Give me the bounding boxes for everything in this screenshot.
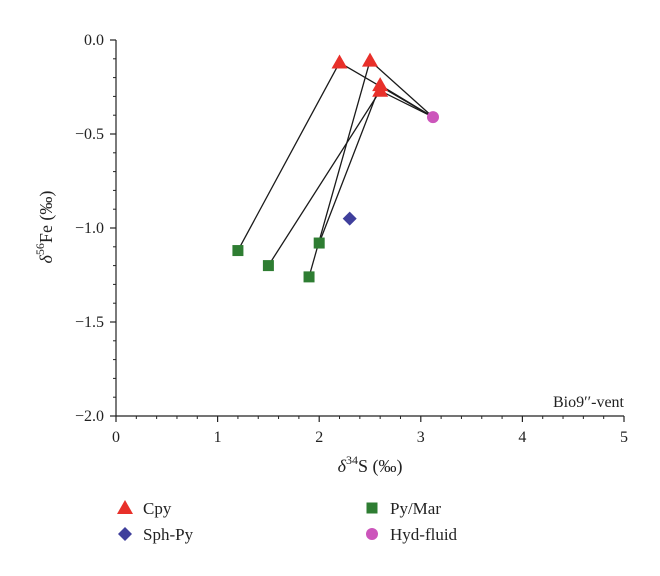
y-axis-title-delta: δ <box>36 254 56 263</box>
y-tick-label: −0.5 <box>75 126 104 143</box>
data-point-cpy <box>372 82 389 97</box>
legend-marker-cpy <box>117 500 133 514</box>
x-tick-label: 2 <box>315 429 323 446</box>
x-axis-title-rest: S (‰) <box>358 456 403 477</box>
data-points <box>232 52 439 283</box>
connection-line <box>369 60 434 118</box>
x-tick-label: 1 <box>214 429 222 446</box>
data-point-hyd-fluid <box>426 111 439 124</box>
data-point-py-mar <box>262 260 274 272</box>
x-tick-label: 3 <box>417 429 425 446</box>
legend-label-cpy: Cpy <box>143 499 172 518</box>
connection-line <box>318 84 381 244</box>
legend: Cpy Py/Mar Sph-Py Hyd-fluid <box>117 499 458 544</box>
legend-marker-sph-py <box>118 527 132 541</box>
legend-marker-hyd-fluid <box>366 528 378 540</box>
legend-label-hyd-fluid: Hyd-fluid <box>390 525 458 544</box>
x-axis-title: δ34S (‰) <box>338 453 403 477</box>
data-point-py-mar <box>313 237 325 249</box>
data-point-cpy <box>331 54 348 69</box>
x-axis-title-sup: 34 <box>346 453 358 467</box>
data-point-py-mar <box>303 271 315 283</box>
x-tick-label: 5 <box>620 429 628 446</box>
annotation-label: Bio9′′-vent <box>553 394 625 411</box>
connection-line <box>379 90 434 118</box>
connection-line <box>267 90 381 266</box>
legend-label-sph-py: Sph-Py <box>143 525 194 544</box>
y-axis-title-sup: 56 <box>33 243 47 255</box>
y-tick-label: −1.5 <box>75 314 104 331</box>
y-tick-label: −1.0 <box>75 220 104 237</box>
connection-line <box>237 62 341 251</box>
legend-label-py-mar: Py/Mar <box>390 499 441 518</box>
data-point-py-mar <box>232 245 244 257</box>
data-point-cpy <box>362 52 378 67</box>
x-tick-label: 0 <box>112 429 120 446</box>
connection-line <box>379 84 434 118</box>
connection-lines <box>237 60 434 278</box>
y-tick-label: 0.0 <box>84 32 104 49</box>
axes: 0 1 2 3 4 5 0.0 −0.5 −1.0 −1.5 −2.0 <box>75 32 628 446</box>
y-axis-title: δ56Fe (‰) <box>33 191 57 264</box>
x-axis-title-delta: δ <box>338 456 347 476</box>
y-tick-label: −2.0 <box>75 408 104 425</box>
y-axis-title-rest: Fe (‰) <box>36 191 57 244</box>
x-tick-label: 4 <box>518 429 526 446</box>
data-point-sph-py <box>342 211 357 226</box>
legend-marker-py-mar <box>366 502 378 514</box>
